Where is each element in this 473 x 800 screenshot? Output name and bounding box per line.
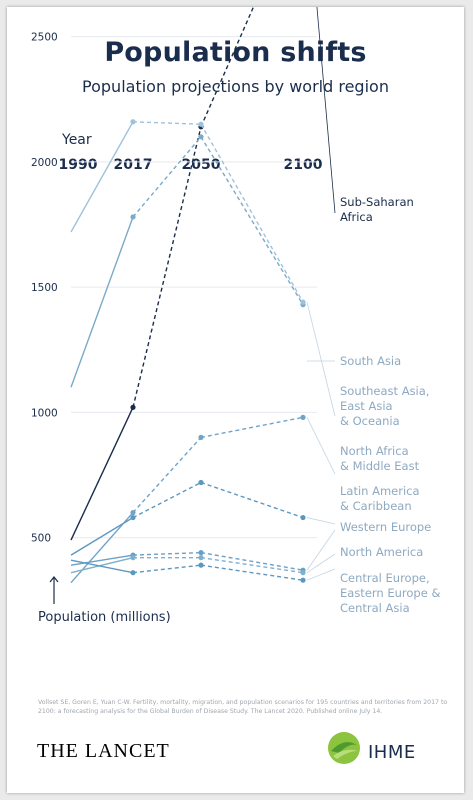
chart-title: Population shifts	[104, 37, 367, 68]
data-point	[130, 570, 136, 576]
data-point	[300, 414, 306, 420]
series-line-dashed	[132, 126, 202, 408]
lancet-logo: THE LANCET	[37, 740, 170, 762]
series-label-seao: & Oceania	[340, 414, 400, 428]
data-point	[130, 509, 136, 516]
series-line-dashed	[200, 556, 304, 574]
data-point	[198, 121, 204, 127]
leader-line	[306, 302, 336, 417]
y-tick-label: 2000	[31, 157, 58, 169]
series-0	[70, 7, 255, 541]
series-label-ceeeca: Eastern Europe &	[340, 586, 440, 600]
infographic-card: Population shifts Population projections…	[7, 7, 464, 793]
y-tick-label: 1500	[31, 282, 58, 294]
series-label-name: & Middle East	[340, 459, 420, 473]
data-point	[130, 214, 136, 220]
series-line-solid	[70, 554, 134, 566]
series-label-ssa: Sub-Saharan	[340, 195, 414, 209]
series-line-dashed	[132, 436, 202, 514]
series-line-dashed	[132, 121, 202, 125]
y-axis-title: Population (millions)	[38, 610, 171, 625]
series-line-solid	[70, 121, 134, 233]
series-line-dashed	[200, 564, 304, 581]
leader-line	[306, 417, 336, 475]
series-3	[70, 414, 306, 584]
series-label-na: North America	[340, 545, 423, 559]
series-label-ceeeca: Central Asia	[340, 601, 410, 615]
series-line-solid	[70, 559, 134, 574]
series-line-solid	[70, 556, 134, 574]
y-tick-labels: 30002500200015001000500	[31, 32, 58, 545]
data-point	[130, 119, 136, 125]
data-point	[198, 550, 204, 556]
series-line-dashed	[200, 7, 255, 128]
series-4	[70, 479, 306, 556]
series-line-dashed	[200, 416, 304, 439]
data-point	[198, 134, 204, 140]
series-6	[70, 555, 306, 576]
series-line-dashed	[132, 481, 202, 519]
series-layer	[70, 7, 306, 584]
series-label-we: Western Europe	[340, 520, 431, 534]
data-point	[130, 555, 136, 561]
leader-line	[306, 568, 336, 581]
series-line-dashed	[132, 551, 202, 556]
series-label-sa: South Asia	[340, 354, 401, 368]
data-point	[130, 404, 136, 410]
y-tick-label: 500	[31, 533, 51, 545]
series-line-dashed	[200, 136, 304, 305]
series-line-dashed	[132, 136, 202, 218]
series-label-seao: Southeast Asia,	[340, 384, 429, 398]
leader-line	[306, 553, 336, 574]
chart-subtitle: Population projections by world region	[82, 77, 389, 96]
ihme-logo-icon	[328, 732, 360, 764]
series-5	[70, 550, 306, 573]
up-arrow-icon	[49, 576, 59, 604]
data-point	[300, 514, 306, 521]
series-label-lac: Latin America	[340, 484, 420, 498]
x-tick-label: 2017	[113, 157, 153, 173]
series-line-solid	[70, 407, 134, 541]
data-point	[300, 577, 306, 583]
data-point	[300, 570, 306, 576]
series-line-solid	[70, 216, 134, 388]
ihme-logo-text: IHME	[368, 742, 416, 763]
series-7	[70, 559, 306, 583]
data-point	[198, 555, 204, 561]
series-label-ceeeca: Central Europe,	[340, 571, 430, 585]
series-1	[70, 134, 306, 388]
series-2	[70, 119, 306, 305]
series-label-seao: East Asia	[340, 399, 393, 413]
x-tick-label: 1990	[58, 157, 98, 173]
series-line-dashed	[200, 481, 304, 519]
series-line-solid	[70, 516, 134, 556]
data-point	[198, 562, 204, 568]
grid-lines	[71, 36, 317, 539]
series-line-dashed	[200, 123, 304, 303]
data-point	[198, 479, 204, 486]
x-tick-label: 2100	[283, 157, 323, 173]
line-chart: 30002500200015001000500 Sub-SaharanAfric…	[31, 7, 440, 615]
series-label-ssa: Africa	[340, 210, 373, 224]
data-point	[300, 299, 306, 305]
series-line-dashed	[132, 564, 202, 574]
data-point	[198, 434, 204, 440]
leader-line	[306, 529, 336, 571]
series-label-name: North Africa	[340, 444, 409, 458]
leader-line	[316, 7, 336, 214]
x-axis-title: Year	[62, 132, 92, 148]
y-tick-label: 1000	[31, 407, 58, 419]
series-line-dashed	[200, 551, 304, 571]
series-label-lac: & Caribbean	[340, 499, 412, 513]
y-tick-label: 2500	[31, 32, 58, 44]
leader-line	[306, 517, 336, 525]
citation: Vollset SE, Goren E, Yuan C-W. Fertility…	[38, 699, 448, 715]
data-point	[130, 514, 136, 521]
